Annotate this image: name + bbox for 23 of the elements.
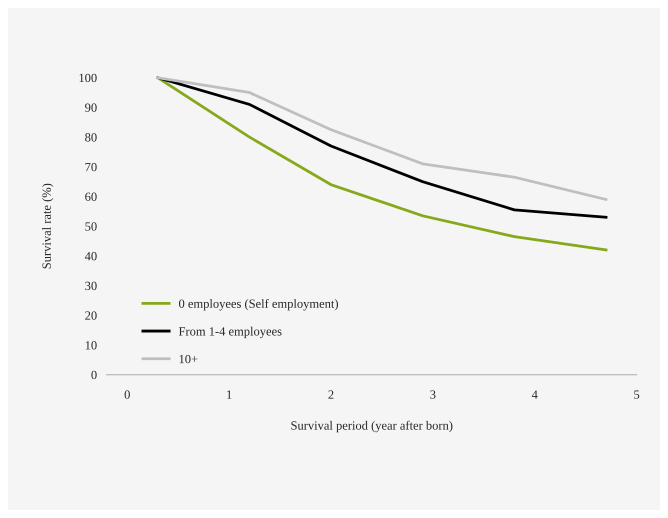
y-tick-label: 0 — [91, 370, 97, 380]
x-axis-title: Survival period (year after born) — [291, 420, 452, 432]
y-tick-label: 30 — [85, 282, 97, 290]
y-tick-label: 90 — [85, 103, 97, 112]
x-tick-label: 0 — [124, 390, 130, 399]
x-tick-label: 4 — [532, 390, 538, 399]
y-tick-label: 40 — [84, 252, 97, 260]
x-tick-label: 5 — [634, 390, 640, 399]
y-tick-label: 60 — [85, 192, 97, 201]
legend-label: From 1-4 employees — [178, 326, 282, 338]
y-tick-label: 50 — [85, 222, 97, 231]
x-tick-label: 2 — [328, 390, 334, 399]
y-tick-label: 100 — [80, 74, 97, 82]
x-tick-label: 3 — [430, 390, 436, 399]
legend-label: 0 employees (Self employment) — [179, 298, 338, 310]
y-tick-label: 20 — [85, 311, 97, 320]
y-tick-label: 10 — [86, 341, 97, 350]
y-tick-label: 80 — [85, 133, 97, 142]
y-tick-label: 70 — [85, 162, 97, 172]
legend-label: 10+ — [180, 354, 198, 364]
line-series — [156, 76, 608, 252]
x-tick-label: 1 — [227, 390, 232, 399]
y-axis-title: Survival rate (%) — [42, 184, 54, 268]
